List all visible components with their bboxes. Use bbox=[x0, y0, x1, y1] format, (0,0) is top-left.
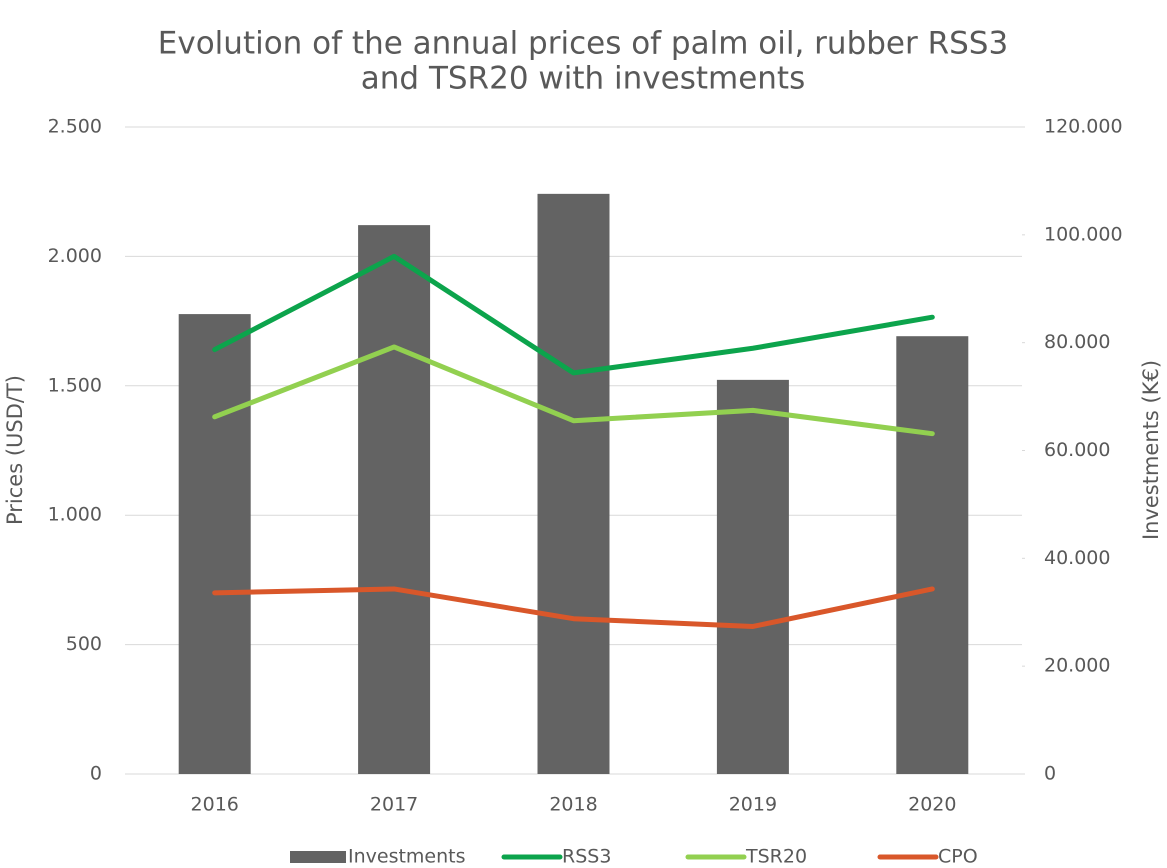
y-tick-label: 0 bbox=[90, 763, 102, 785]
y2-tick-label: 100.000 bbox=[1044, 223, 1123, 245]
x-tick-label: 2018 bbox=[549, 794, 597, 816]
legend-label: RSS3 bbox=[562, 846, 611, 868]
y2-tick-label: 0 bbox=[1044, 763, 1056, 785]
legend-label: CPO bbox=[938, 846, 978, 868]
x-tick-label: 2017 bbox=[370, 794, 418, 816]
x-tick-label: 2020 bbox=[908, 794, 956, 816]
y2-tick-label: 120.000 bbox=[1044, 116, 1123, 138]
chart-title: and TSR20 with investments bbox=[361, 61, 805, 97]
bar bbox=[716, 379, 789, 774]
legend-swatch bbox=[290, 851, 346, 863]
line bbox=[212, 253, 935, 376]
bar bbox=[896, 336, 969, 774]
bar bbox=[178, 314, 251, 774]
legend-label: Investments bbox=[348, 846, 466, 868]
y-tick-label: 2.500 bbox=[48, 116, 102, 138]
line bbox=[212, 586, 935, 629]
x-tick-label: 2019 bbox=[729, 794, 777, 816]
chart-title: Evolution of the annual prices of palm o… bbox=[158, 26, 1008, 62]
y2-tick-label: 20.000 bbox=[1044, 655, 1110, 677]
y-tick-label: 1.500 bbox=[48, 374, 102, 396]
y-axis-title: Prices (USD/T) bbox=[3, 375, 27, 525]
y2-axis-title: Investments (K€) bbox=[1139, 360, 1163, 540]
y-tick-label: 2.000 bbox=[48, 245, 102, 267]
bar bbox=[537, 193, 610, 774]
y-tick-label: 1.000 bbox=[48, 504, 102, 526]
bar bbox=[358, 225, 431, 775]
y2-tick-label: 40.000 bbox=[1044, 547, 1110, 569]
y2-tick-label: 60.000 bbox=[1044, 439, 1110, 461]
y-tick-label: 500 bbox=[66, 633, 102, 655]
x-tick-label: 2016 bbox=[191, 794, 239, 816]
line bbox=[212, 344, 935, 437]
y2-tick-label: 80.000 bbox=[1044, 331, 1110, 353]
legend-label: TSR20 bbox=[745, 846, 807, 868]
